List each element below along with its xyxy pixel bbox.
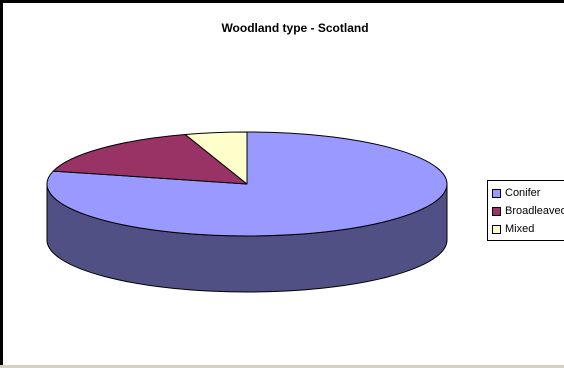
legend-item-broadleaved: Broadleaved [492, 202, 564, 220]
legend-label-conifer: Conifer [505, 187, 541, 199]
legend: Conifer Broadleaved Mixed [487, 180, 564, 241]
chart-title: Woodland type - Scotland [221, 21, 369, 35]
legend-label-broadleaved: Broadleaved [505, 205, 564, 217]
pie-slice-broadleaved [52, 134, 248, 185]
pie-chart [46, 131, 448, 293]
legend-swatch-mixed [492, 224, 501, 234]
legend-item-conifer: Conifer [492, 184, 564, 202]
legend-label-mixed: Mixed [505, 223, 535, 235]
legend-swatch-broadleaved [492, 206, 501, 216]
pie-slice-mixed [184, 131, 248, 185]
legend-item-mixed: Mixed [492, 220, 564, 238]
legend-swatch-conifer [492, 188, 501, 198]
